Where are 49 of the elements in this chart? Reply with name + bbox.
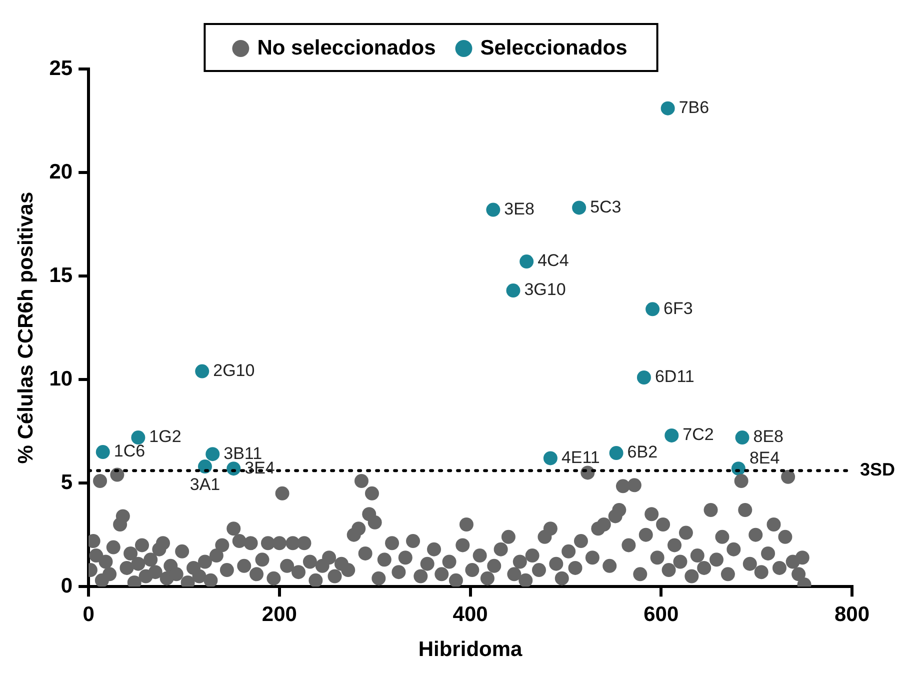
point	[520, 254, 534, 269]
point	[131, 430, 146, 445]
point	[735, 430, 750, 445]
y-tick-label: 0	[60, 574, 73, 598]
annotation: 6F3	[664, 298, 693, 318]
y-tick-label: 15	[49, 264, 73, 287]
annotation: 3G10	[524, 280, 566, 300]
y-tick-label: 10	[49, 367, 73, 390]
y-axis-title: % Células CCR6h positivas	[14, 192, 38, 464]
annotation: 3A1	[190, 475, 220, 494]
point	[198, 460, 212, 474]
annotation: 6B2	[627, 442, 658, 462]
point	[664, 428, 679, 442]
point	[646, 302, 660, 316]
annotation: 8E8	[753, 427, 784, 446]
annotation: 1C6	[114, 442, 146, 461]
annotation: 1G2	[149, 427, 182, 446]
point	[543, 451, 558, 466]
x-tick-label: 0	[82, 602, 94, 626]
y-tick-label: 20	[49, 160, 73, 184]
annotation: 3E8	[504, 199, 534, 218]
annotation: 5C3	[590, 197, 622, 216]
point	[506, 284, 520, 298]
x-axis-title: Hibridoma	[418, 638, 523, 662]
annotation: 4C4	[538, 251, 569, 270]
point	[609, 446, 624, 460]
x-tick-label: 800	[834, 602, 870, 626]
point	[572, 200, 586, 215]
annotation: 8E4	[749, 448, 780, 468]
annotation: 7C2	[682, 425, 714, 444]
x-tick-label: 200	[262, 602, 297, 626]
point	[206, 447, 220, 462]
point	[660, 101, 675, 116]
ref-line-label: 3SD	[860, 460, 896, 480]
x-tick-label: 400	[452, 602, 488, 626]
legend-label: Seleccionados	[480, 36, 628, 60]
point	[96, 445, 110, 460]
annotation: 4E11	[561, 448, 600, 467]
annotation: 2G10	[213, 360, 255, 380]
y-tick-label: 25	[49, 56, 73, 80]
point	[226, 462, 241, 476]
x-tick-label: 600	[644, 602, 679, 626]
point	[195, 364, 210, 378]
point	[636, 370, 651, 384]
annotation: 7B6	[678, 98, 710, 118]
point	[486, 202, 500, 217]
legend-label: No seleccionados	[257, 36, 436, 60]
annotation: 6D11	[654, 367, 694, 386]
y-tick-label: 5	[60, 470, 73, 494]
